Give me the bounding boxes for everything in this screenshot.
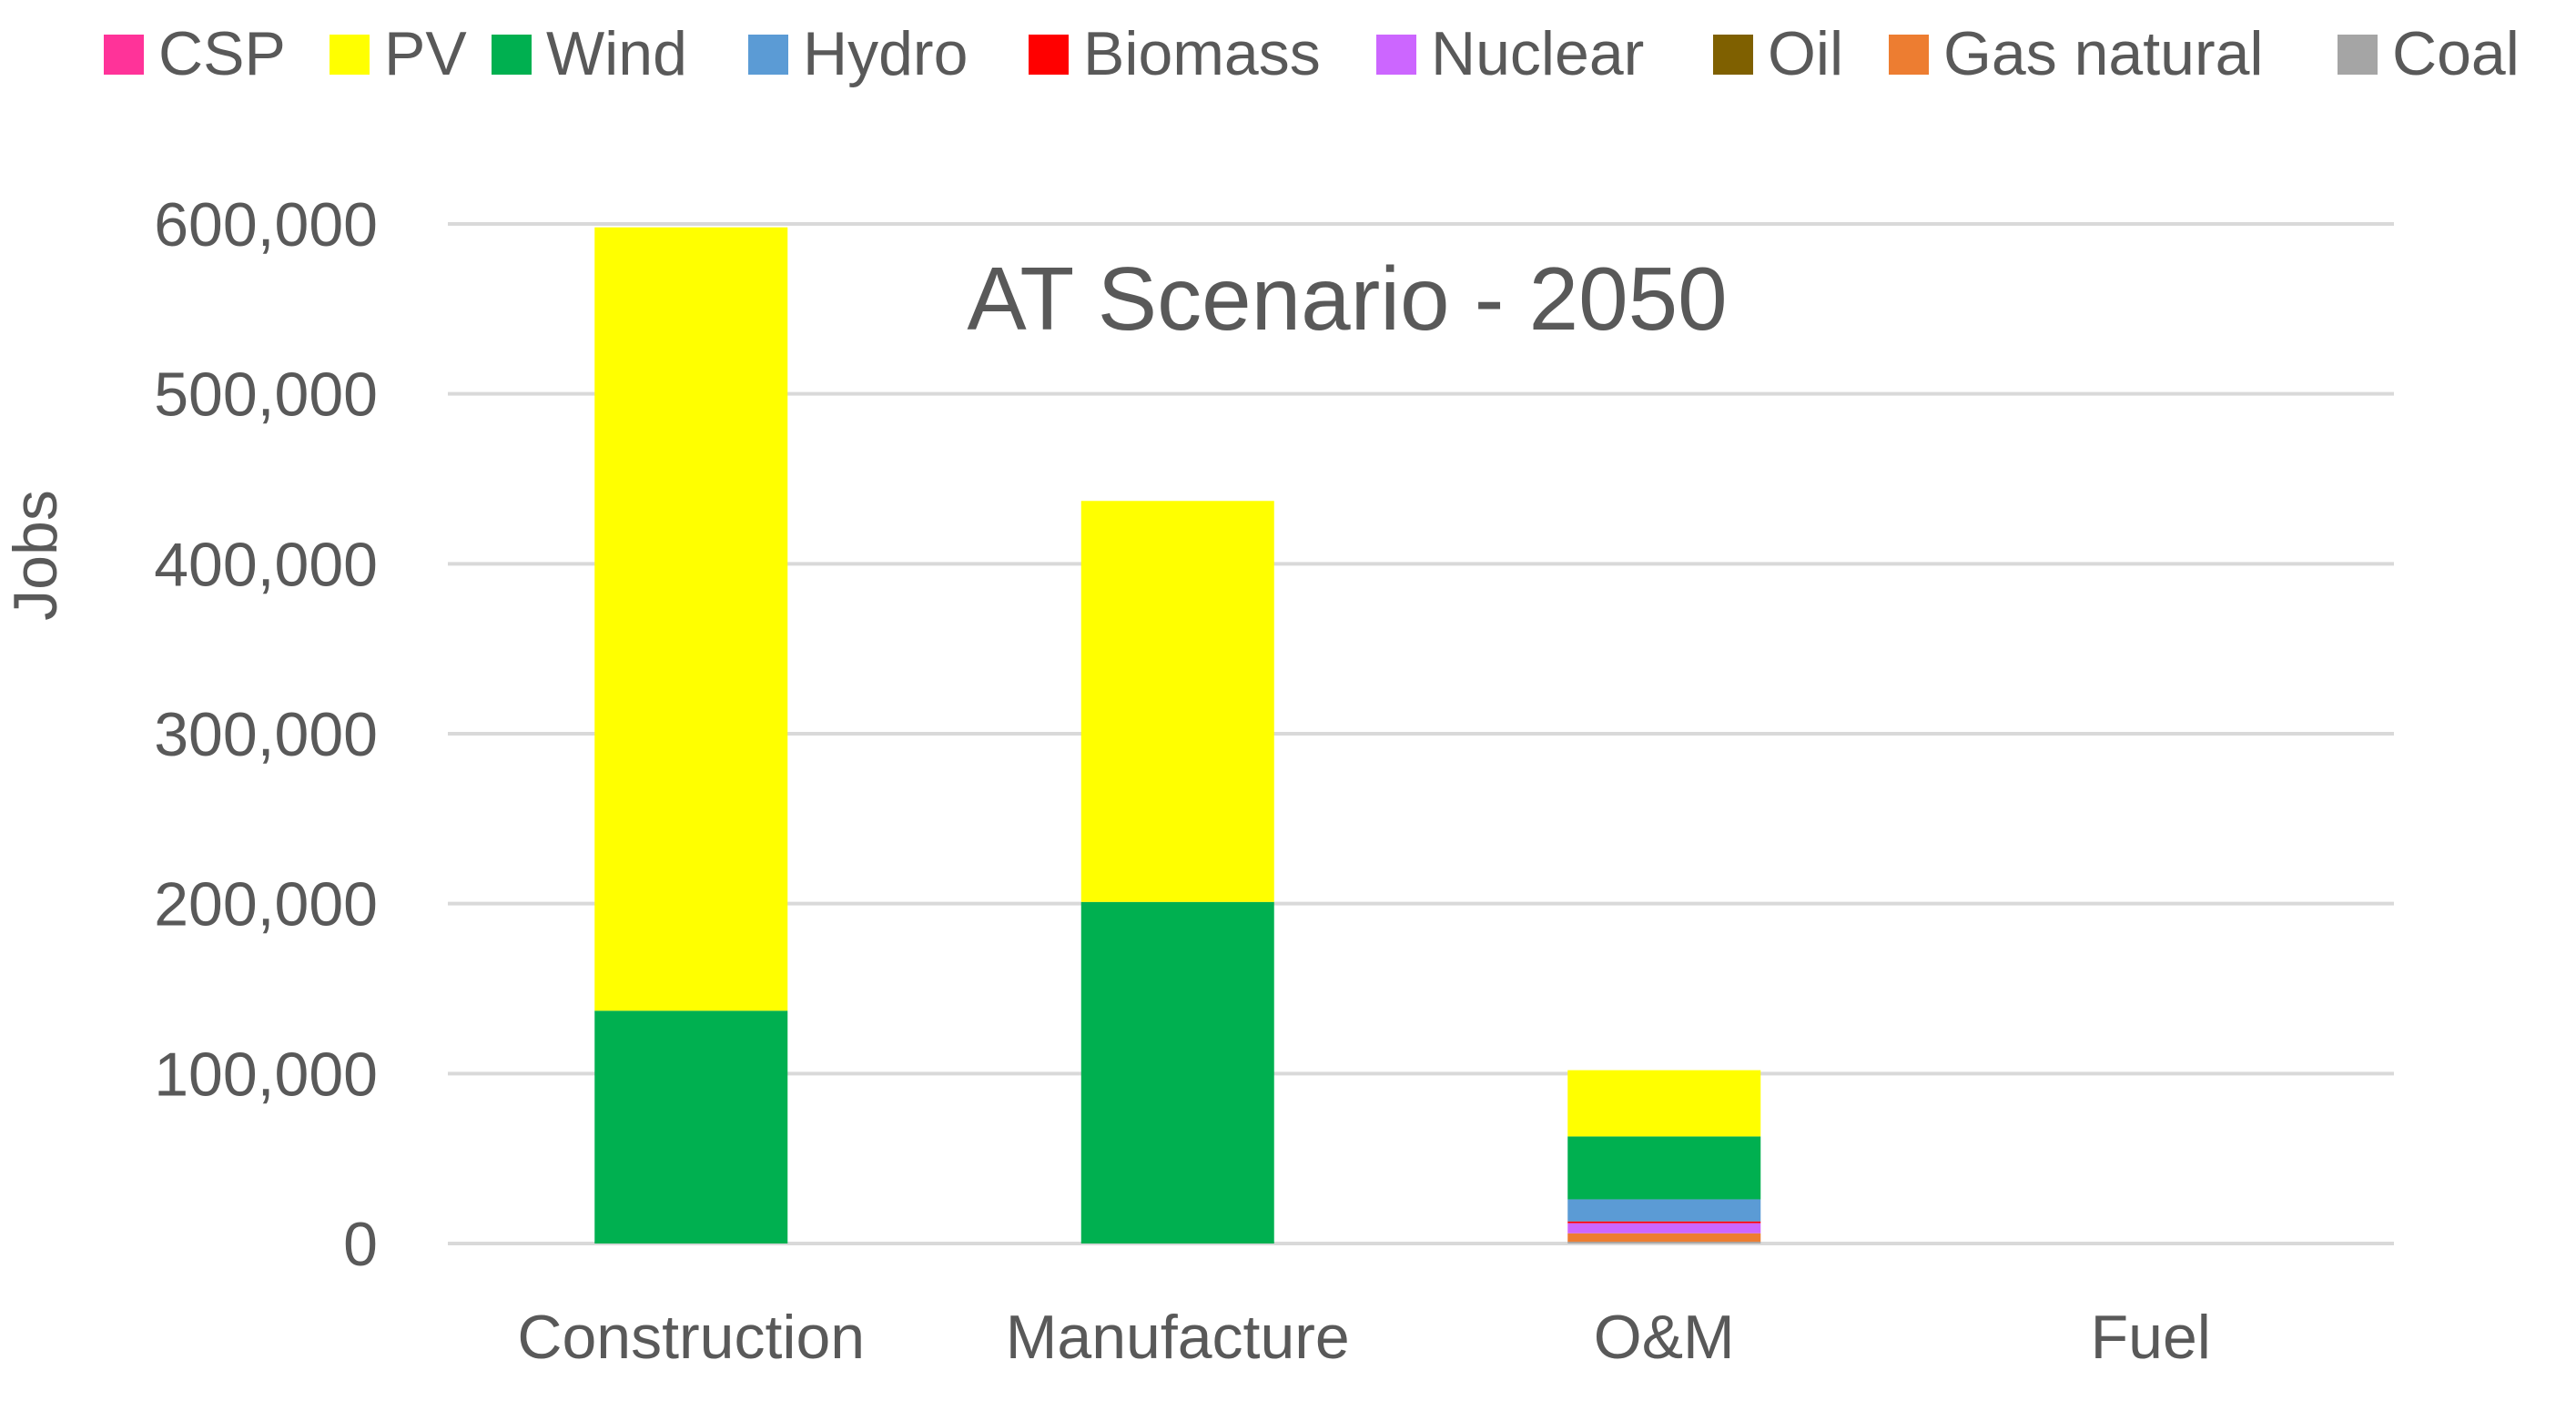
y-tick-label: 200,000: [154, 870, 378, 939]
legend-swatch-nuclear: [1376, 35, 1416, 75]
bars: [594, 227, 1761, 1244]
bar-pv-manufacture: [1080, 501, 1274, 902]
legend: CSP PV Wind Hydro Biomass Nuclear Oil Gas natur…: [104, 19, 2520, 88]
legend-label: Nuclear: [1431, 19, 1644, 88]
bar-nuclear-o-m: [1567, 1223, 1761, 1233]
legend-swatch-oil: [1713, 35, 1753, 75]
bar-wind-o-m: [1567, 1136, 1761, 1200]
y-tick-label: 600,000: [154, 190, 378, 259]
bar-hydro-o-m: [1567, 1199, 1761, 1222]
legend-swatch-wind: [492, 35, 532, 75]
y-axis-title: Jobs: [1, 490, 70, 621]
legend-swatch-hydro: [748, 35, 788, 75]
legend-swatch-pv: [330, 35, 370, 75]
x-category-label: Manufacture: [1006, 1303, 1350, 1372]
legend-label: Oil: [1768, 19, 1843, 88]
bar-wind-manufacture: [1080, 901, 1274, 1244]
y-tick-label: 100,000: [154, 1040, 378, 1109]
legend-label: CSP: [158, 19, 286, 88]
y-tick-label: 300,000: [154, 700, 378, 769]
chart-title: AT Scenario - 2050: [967, 249, 1727, 349]
y-tick-label: 0: [343, 1210, 378, 1279]
legend-swatch-csp: [104, 35, 144, 75]
legend-label: Biomass: [1083, 19, 1321, 88]
legend-label: PV: [384, 19, 467, 88]
legend-label: Hydro: [803, 19, 968, 88]
legend-label: Coal: [2392, 19, 2520, 88]
legend-label: Gas natural: [1943, 19, 2264, 88]
y-tick-label: 400,000: [154, 530, 378, 599]
legend-swatch-coal: [2338, 35, 2378, 75]
x-category-label: Construction: [517, 1303, 865, 1372]
bar-coal-o-m: [1567, 1242, 1761, 1244]
bar-biomass-o-m: [1567, 1221, 1761, 1223]
legend-label: Wind: [546, 19, 687, 88]
x-axis-categories: Construction Manufacture O&M Fuel: [517, 1303, 2211, 1372]
y-axis-ticks: 0 100,000 200,000 300,000 400,000 500,000 600,…: [154, 190, 378, 1279]
x-category-label: O&M: [1594, 1303, 1735, 1372]
bar-pv-construction: [594, 227, 788, 1011]
bar-gas-natural-o-m: [1567, 1233, 1761, 1243]
legend-swatch-biomass: [1029, 35, 1069, 75]
bar-wind-construction: [594, 1010, 788, 1244]
bar-pv-o-m: [1567, 1070, 1761, 1137]
x-category-label: Fuel: [2091, 1303, 2211, 1372]
legend-swatch-gas-natural: [1889, 35, 1929, 75]
y-tick-label: 500,000: [154, 360, 378, 430]
